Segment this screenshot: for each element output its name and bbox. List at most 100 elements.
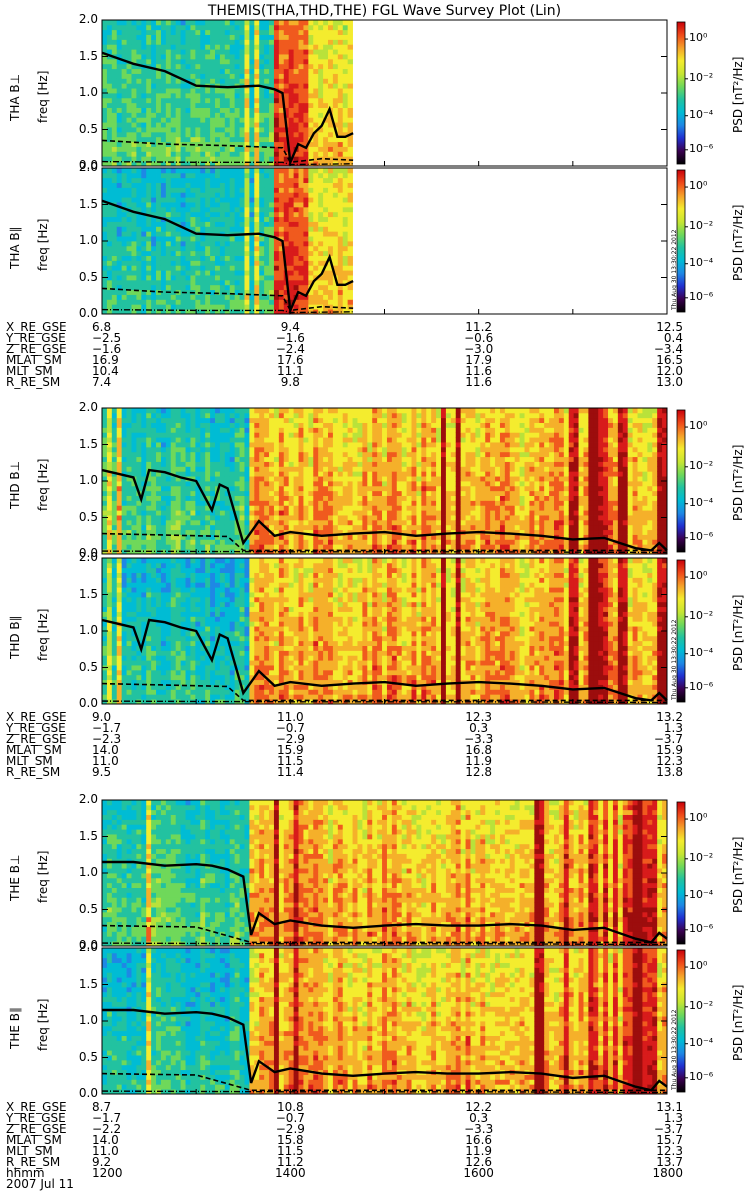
line-dashdot-tha-1 <box>101 308 354 314</box>
orbit-value: −2.2 <box>92 1122 122 1136</box>
orbit-value: 12.0 <box>656 364 683 378</box>
orbit-value: −0.7 <box>275 1111 305 1125</box>
orbit-value: −3.7 <box>653 732 683 746</box>
orbit-value: 15.9 <box>276 743 304 757</box>
colorbar-tick-label: 10⁰ <box>689 179 708 193</box>
orbit-value: 11.1 <box>276 364 304 378</box>
panel-label: THD B∥ <box>8 615 22 659</box>
orbit-row-label: Z_RE_GSE <box>6 342 67 356</box>
time-axis-label: hhmm <box>6 1166 45 1180</box>
orbit-value: −1.7 <box>92 1111 122 1125</box>
orbit-row-label: MLAT_SM <box>6 1133 62 1147</box>
orbit-row-label: Y_RE_GSE <box>6 331 66 345</box>
orbit-value: 11.5 <box>276 754 304 768</box>
orbit-value: −3.3 <box>464 1122 494 1136</box>
line-solid-the-0 <box>102 860 668 944</box>
orbit-value: 16.9 <box>92 353 119 367</box>
orbit-value: 9.4 <box>280 320 300 334</box>
orbit-row-label: X_RE_GSE <box>6 710 67 724</box>
orbit-row-label: MLAT_SM <box>6 353 62 367</box>
spectrogram-the-b- <box>101 947 668 1095</box>
line-dashed-the-1 <box>101 1072 667 1092</box>
orbit-row-label: Z_RE_GSE <box>6 732 67 746</box>
y-tick-label: 1.5 <box>78 48 98 63</box>
orbit-value: 11.0 <box>276 710 304 724</box>
colorbar-tick-label: 10⁻⁶ <box>689 289 714 303</box>
orbit-value: 7.4 <box>92 375 112 389</box>
freq-axis-label: freq [Hz] <box>36 850 50 903</box>
orbit-value: −3.4 <box>653 342 683 356</box>
generation-timestamp: Thu Aug 30 13:30:22 2012 <box>671 229 678 310</box>
y-tick-label: 0.0 <box>78 306 98 320</box>
orbit-value: 12.8 <box>465 765 493 779</box>
orbit-value: 12.3 <box>656 1144 683 1158</box>
panel-label: THE B⊥ <box>8 854 22 901</box>
colorbar-label: PSD [nT²/Hz] <box>731 204 745 281</box>
orbit-value: 12.3 <box>656 754 683 768</box>
figure-title: THEMIS(THA,THD,THE) FGL Wave Survey Plot… <box>207 3 562 19</box>
orbit-row-label: Z_RE_GSE <box>6 1122 67 1136</box>
orbit-value: 10.8 <box>276 1100 304 1114</box>
freq-axis-label: freq [Hz] <box>36 458 50 511</box>
orbit-value: 12.2 <box>465 1100 493 1114</box>
freq-axis-label: freq [Hz] <box>36 608 50 661</box>
line-dashed-tha-1 <box>101 287 354 312</box>
y-tick-label: 1.5 <box>78 976 98 991</box>
orbit-row-label: X_RE_GSE <box>6 1100 67 1114</box>
orbit-value: 1.3 <box>663 1111 683 1125</box>
colorbar-tick-label: 10⁻⁴ <box>689 645 714 659</box>
colorbar-tick-label: 10⁻⁴ <box>689 887 714 901</box>
orbit-value: 0.4 <box>663 331 683 345</box>
colorbar <box>676 949 686 1093</box>
line-dashed-the-0 <box>101 924 667 944</box>
orbit-value: 11.6 <box>465 364 493 378</box>
orbit-value: 0.3 <box>469 1111 489 1125</box>
orbit-value: 11.0 <box>92 1144 119 1158</box>
colorbar <box>676 409 686 553</box>
panel-label: THA B∥ <box>8 226 22 269</box>
colorbar-tick-label: 10⁰ <box>689 31 708 45</box>
time-tick-label: 1800 <box>652 1166 683 1180</box>
colorbar-tick-label: 10⁰ <box>689 569 708 583</box>
orbit-value: 6.8 <box>92 320 112 334</box>
time-tick-label: 1200 <box>92 1166 123 1180</box>
generation-timestamp: Thu Aug 30 13:30:22 2012 <box>671 1009 678 1090</box>
orbit-value: 16.5 <box>656 353 683 367</box>
colorbar-tick-label: 10⁻² <box>689 458 714 472</box>
line-dashed-tha-0 <box>101 139 354 164</box>
orbit-value: 9.0 <box>92 710 112 724</box>
colorbar-tick-label: 10⁻⁶ <box>689 921 714 935</box>
orbit-value: 13.2 <box>656 710 683 724</box>
colorbar-tick-label: 10⁻⁶ <box>689 679 714 693</box>
y-tick-label: 1.0 <box>78 623 98 637</box>
orbit-row-label: Y_RE_GSE <box>6 721 66 735</box>
orbit-value: 0.3 <box>469 721 489 735</box>
orbit-row-label: R_RE_SM <box>6 375 61 389</box>
colorbar <box>676 801 686 945</box>
orbit-value: 17.6 <box>276 353 304 367</box>
spectrogram-thd-b- <box>101 557 668 705</box>
colorbar-tick-label: 10⁻⁴ <box>689 255 714 269</box>
orbit-row-label: R_RE_SM <box>6 765 61 779</box>
orbit-value: −1.6 <box>92 342 122 356</box>
colorbar-tick-label: 10⁻⁶ <box>689 529 714 543</box>
freq-axis-label: freq [Hz] <box>36 998 50 1051</box>
orbit-value: −3.0 <box>464 342 494 356</box>
date-label: 2007 Jul 11 <box>6 1177 74 1191</box>
orbit-value: 11.4 <box>276 765 304 779</box>
panel-label: THD B⊥ <box>8 460 22 509</box>
orbit-value: 12.5 <box>656 320 683 334</box>
y-tick-label: 2.0 <box>78 792 98 806</box>
orbit-value: −3.3 <box>464 732 494 746</box>
y-tick-label: 0.0 <box>78 546 98 560</box>
orbit-row-label: MLT_SM <box>6 754 53 768</box>
colorbar-tick-label: 10⁻² <box>689 70 714 84</box>
orbit-value: −0.6 <box>464 331 494 345</box>
colorbar-tick-label: 10⁻⁶ <box>689 1069 714 1083</box>
y-tick-label: 1.5 <box>78 196 98 211</box>
orbit-row-label: R_RE_SM <box>6 1155 61 1169</box>
y-tick-label: 0.0 <box>78 1086 98 1100</box>
orbit-value: 17.9 <box>465 353 493 367</box>
orbit-value: 15.8 <box>276 1133 304 1147</box>
